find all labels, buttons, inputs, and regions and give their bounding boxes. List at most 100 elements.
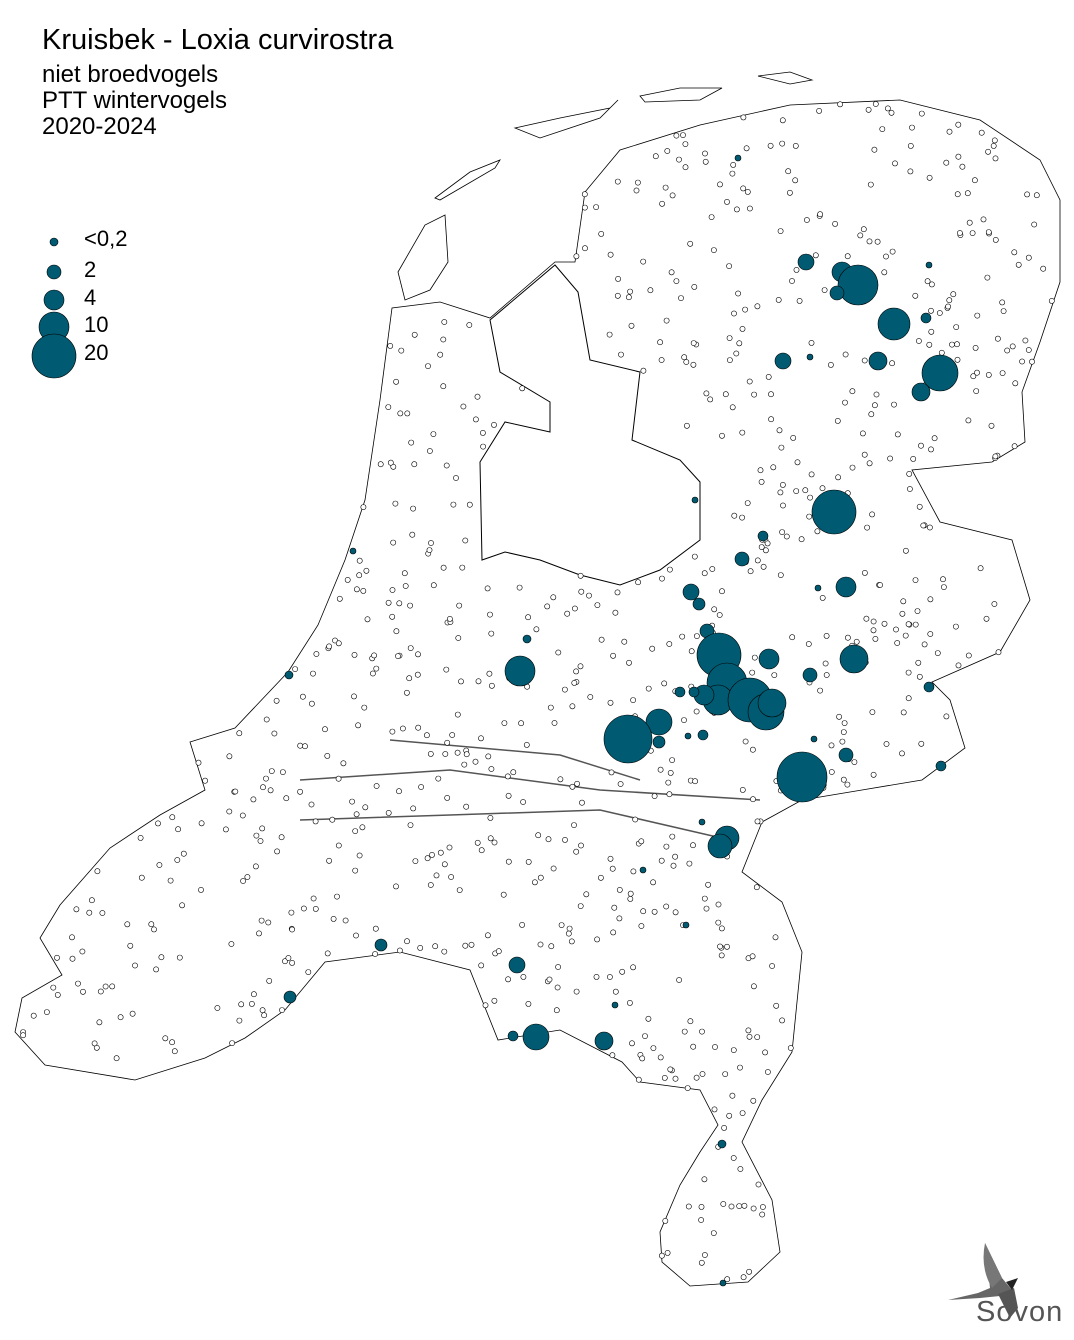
zero-count-marker — [955, 662, 962, 669]
zero-count-marker — [889, 248, 896, 255]
zero-count-marker — [308, 801, 315, 808]
zero-count-marker — [533, 626, 540, 633]
zero-count-marker — [195, 759, 202, 766]
zero-count-marker — [954, 341, 960, 348]
zero-count-marker — [488, 630, 495, 637]
zero-count-marker — [273, 697, 280, 704]
zero-count-marker — [355, 722, 361, 729]
zero-count-marker — [681, 1028, 688, 1035]
zero-count-marker — [659, 1252, 665, 1259]
zero-count-marker — [918, 740, 925, 747]
count-marker — [682, 921, 690, 929]
zero-count-marker — [124, 921, 131, 928]
zero-count-marker — [905, 669, 912, 676]
zero-count-marker — [372, 951, 378, 957]
sovon-logo-text: Sovon — [976, 1296, 1064, 1328]
zero-count-marker — [973, 388, 980, 394]
zero-count-marker — [708, 214, 715, 220]
zero-count-marker — [360, 504, 367, 510]
zero-count-marker — [548, 943, 555, 950]
zero-count-marker — [840, 729, 847, 735]
zero-count-marker — [626, 294, 632, 301]
zero-count-marker — [907, 142, 914, 149]
zero-count-marker — [892, 160, 898, 167]
zero-count-marker — [703, 390, 710, 397]
zero-count-marker — [765, 1069, 771, 1075]
zero-count-marker — [874, 238, 881, 245]
zero-count-marker — [711, 606, 718, 613]
zero-count-marker — [174, 857, 181, 863]
zero-count-marker — [718, 952, 725, 959]
zero-count-marker — [698, 1217, 704, 1223]
wadden-island — [639, 87, 723, 103]
zero-count-marker — [486, 670, 493, 677]
zero-count-marker — [1029, 358, 1035, 365]
zero-count-marker — [151, 926, 157, 933]
zero-count-marker — [449, 732, 456, 738]
zero-count-marker — [754, 557, 761, 564]
zero-count-marker — [638, 838, 645, 845]
zero-count-marker — [608, 769, 615, 776]
zero-count-marker — [999, 299, 1006, 306]
zero-count-marker — [769, 963, 775, 969]
zero-count-marker — [639, 1055, 646, 1062]
zero-count-marker — [872, 636, 879, 642]
zero-count-marker — [740, 1274, 747, 1281]
zero-count-marker — [240, 878, 246, 884]
zero-count-marker — [703, 905, 710, 912]
zero-count-marker — [964, 190, 971, 197]
zero-count-marker — [773, 1002, 780, 1009]
zero-count-marker — [426, 448, 433, 454]
zero-count-marker — [707, 396, 714, 403]
zero-count-marker — [793, 488, 800, 494]
zero-count-marker — [690, 1043, 697, 1050]
zero-count-marker — [1024, 191, 1030, 198]
zero-count-marker — [729, 404, 736, 411]
zero-count-marker — [953, 324, 960, 330]
zero-count-marker — [96, 1019, 103, 1026]
zero-count-marker — [518, 720, 524, 727]
zero-count-marker — [214, 1005, 221, 1011]
zero-count-marker — [288, 909, 295, 916]
wadden-island — [513, 99, 619, 139]
zero-count-marker — [688, 648, 695, 655]
zero-count-marker — [505, 792, 512, 799]
zero-count-marker — [500, 891, 507, 898]
zero-count-marker — [440, 564, 447, 571]
zero-count-marker — [75, 980, 81, 987]
zero-count-marker — [403, 689, 410, 696]
zero-count-marker — [415, 724, 422, 731]
zero-count-marker — [411, 461, 418, 468]
zero-count-marker — [236, 1017, 243, 1024]
zero-count-marker — [699, 1028, 705, 1035]
zero-count-marker — [610, 929, 617, 936]
count-marker — [925, 261, 933, 269]
zero-count-marker — [945, 303, 951, 310]
zero-count-marker — [475, 678, 482, 685]
zero-count-marker — [352, 828, 359, 834]
zero-count-marker — [202, 777, 208, 784]
zero-count-marker — [607, 699, 614, 706]
zero-count-marker — [867, 181, 874, 188]
legend-symbol — [46, 264, 62, 280]
zero-count-marker — [985, 371, 992, 378]
zero-count-marker — [638, 923, 645, 929]
zero-count-marker — [565, 930, 572, 937]
zero-count-marker — [701, 570, 708, 577]
zero-count-marker — [392, 500, 399, 507]
zero-count-marker — [701, 1176, 708, 1183]
count-marker — [839, 644, 869, 674]
zero-count-marker — [117, 1014, 124, 1021]
zero-count-marker — [722, 1071, 729, 1077]
zero-count-marker — [970, 373, 977, 380]
zero-count-marker — [682, 164, 689, 171]
zero-count-marker — [432, 943, 439, 950]
zero-count-marker — [1015, 261, 1022, 268]
zero-count-marker — [226, 753, 233, 760]
zero-count-marker — [650, 879, 656, 886]
zero-count-marker — [155, 820, 161, 827]
zero-count-marker — [566, 925, 573, 932]
zero-count-marker — [765, 373, 772, 380]
zero-count-marker — [487, 835, 494, 842]
zero-count-marker — [702, 150, 708, 157]
